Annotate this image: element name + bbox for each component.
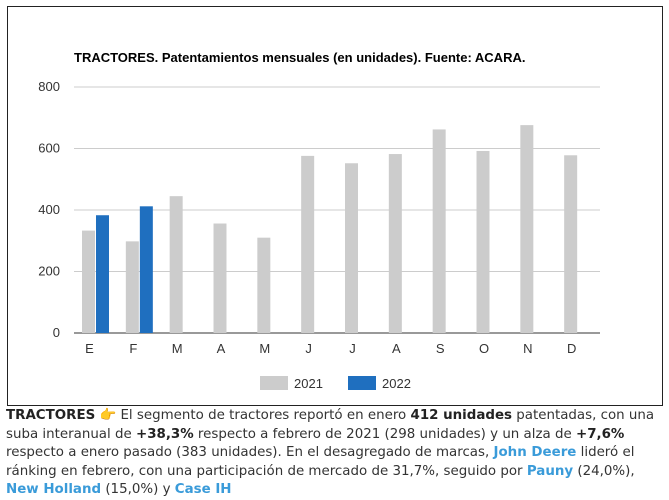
- pointing-hand-icon: 👉: [99, 408, 117, 423]
- caption-text-2: patentadas, con una suba interanual de: [6, 408, 655, 442]
- caption-lead: TRACTORES: [6, 408, 96, 423]
- x-tick-label: O: [479, 341, 489, 356]
- x-tick-label: A: [392, 341, 401, 356]
- legend-label-2022: 2022: [382, 376, 411, 391]
- caption-bold-mom: +7,6%: [575, 426, 625, 442]
- y-tick-label: 600: [38, 141, 60, 156]
- brand-link-new-holland[interactable]: New Holland: [6, 482, 102, 497]
- bar-2021-J[interactable]: [345, 163, 358, 333]
- bar-2021-O[interactable]: [476, 150, 490, 333]
- caption-text-1: El segmento de tractores reportó en ener…: [116, 408, 411, 423]
- bar-2021-F[interactable]: [125, 241, 139, 333]
- bar-2021-A[interactable]: [213, 223, 227, 333]
- legend-swatch-2021: [260, 376, 288, 390]
- bar-2021-M[interactable]: [169, 196, 183, 333]
- brand-link-case-ih[interactable]: Case IH: [174, 482, 232, 497]
- x-tick-label: A: [217, 341, 226, 356]
- x-tick-label: F: [129, 341, 137, 356]
- y-tick-label: 800: [38, 79, 60, 94]
- bar-2021-M[interactable]: [257, 237, 271, 333]
- bar-2022-F[interactable]: [139, 206, 153, 333]
- caption-text-7: (15,0%) y: [101, 482, 175, 497]
- bar-2021-E[interactable]: [82, 230, 95, 333]
- x-tick-label: M: [172, 341, 183, 356]
- bar-2021-N[interactable]: [520, 125, 534, 333]
- bar-2021-J[interactable]: [301, 155, 315, 333]
- x-tick-label: M: [259, 341, 270, 356]
- legend-swatch-2022: [348, 376, 376, 390]
- x-tick-label: J: [349, 341, 356, 356]
- caption-bold-units: 412 unidades: [410, 408, 513, 423]
- brand-link-pauny[interactable]: Pauny: [526, 463, 574, 479]
- caption-text-4: respecto a enero pasado (383 unidades). …: [6, 445, 494, 460]
- x-tick-label: N: [523, 341, 532, 356]
- chart-frame: TRACTORES. Patentamientos mensuales (en …: [7, 6, 663, 406]
- legend-label-2021: 2021: [294, 376, 323, 391]
- x-tick-label: J: [305, 341, 312, 356]
- y-tick-label: 200: [38, 264, 60, 279]
- caption-text-5: lideró el ránking en febrero, con una pa…: [6, 445, 635, 479]
- caption-paragraph: TRACTORES 👉 El segmento de tractores rep…: [6, 407, 666, 500]
- bar-2021-A[interactable]: [388, 154, 402, 333]
- chart-title: TRACTORES. Patentamientos mensuales (en …: [74, 50, 525, 65]
- y-tick-label: 400: [38, 202, 60, 217]
- caption-text-3: respecto a febrero de 2021 (298 unidades…: [193, 426, 576, 442]
- bar-2021-D[interactable]: [564, 155, 578, 333]
- bar-2021-S[interactable]: [432, 129, 446, 333]
- caption-bold-yoy: +38,3%: [135, 426, 194, 442]
- y-tick-label: 0: [53, 325, 60, 340]
- bar-chart: TRACTORES. Patentamientos mensuales (en …: [38, 50, 600, 391]
- bar-2022-E[interactable]: [96, 215, 109, 333]
- x-tick-label: S: [436, 341, 445, 356]
- brand-link-john-deere[interactable]: John Deere: [493, 445, 577, 460]
- caption-text-6: (24,0%),: [573, 463, 635, 479]
- x-tick-label: D: [567, 341, 576, 356]
- x-tick-label: E: [85, 341, 94, 356]
